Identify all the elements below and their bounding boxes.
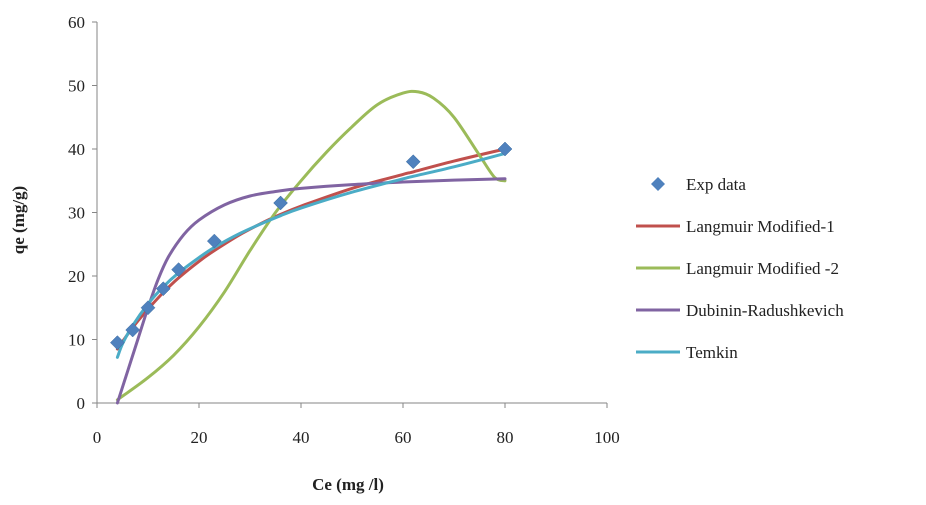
data-point xyxy=(405,154,421,170)
data-point xyxy=(110,335,125,351)
series-line-3 xyxy=(115,177,507,405)
data-point xyxy=(140,300,156,316)
x-tick-label: 80 xyxy=(497,428,514,447)
x-tick-label: 20 xyxy=(191,428,208,447)
data-point xyxy=(155,281,171,297)
data-point xyxy=(171,262,186,278)
series-line-2 xyxy=(115,89,507,402)
x-tick-label: 60 xyxy=(395,428,412,447)
y-tick-label: 10 xyxy=(68,331,85,350)
y-tick-label: 60 xyxy=(68,13,85,32)
data-point xyxy=(273,195,288,211)
y-tick-label: 50 xyxy=(68,77,85,96)
series-line-4 xyxy=(115,151,507,359)
data-point xyxy=(497,141,513,157)
x-tick-label: 40 xyxy=(293,428,310,447)
y-tick-label: 20 xyxy=(68,267,85,286)
y-tick-label: 0 xyxy=(77,394,86,413)
data-point xyxy=(125,322,141,338)
series-markers xyxy=(110,141,513,351)
x-tick-label: 100 xyxy=(594,428,620,447)
legend-swatch xyxy=(651,177,665,191)
legend-label: Langmuir Modified-1 xyxy=(686,217,835,236)
y-tick-label: 30 xyxy=(68,204,85,223)
legend-label: Langmuir Modified -2 xyxy=(686,259,839,278)
legend-label: Exp data xyxy=(686,175,746,194)
x-axis-title: Ce (mg /l) xyxy=(312,475,384,494)
legend: Exp data Langmuir Modified-1 Langmuir Modi… xyxy=(636,175,844,362)
y-tick-label: 40 xyxy=(68,140,85,159)
legend-label: Dubinin-Radushkevich xyxy=(686,301,844,320)
data-point xyxy=(206,233,222,249)
x-tick-label: 0 xyxy=(93,428,102,447)
axes: 0 10 20 30 40 50 60 0 20 40 60 80 100 xyxy=(68,13,620,447)
legend-label: Temkin xyxy=(686,343,738,362)
series-lines xyxy=(115,89,507,405)
y-axis-title: qe (mg/g) xyxy=(9,186,28,254)
